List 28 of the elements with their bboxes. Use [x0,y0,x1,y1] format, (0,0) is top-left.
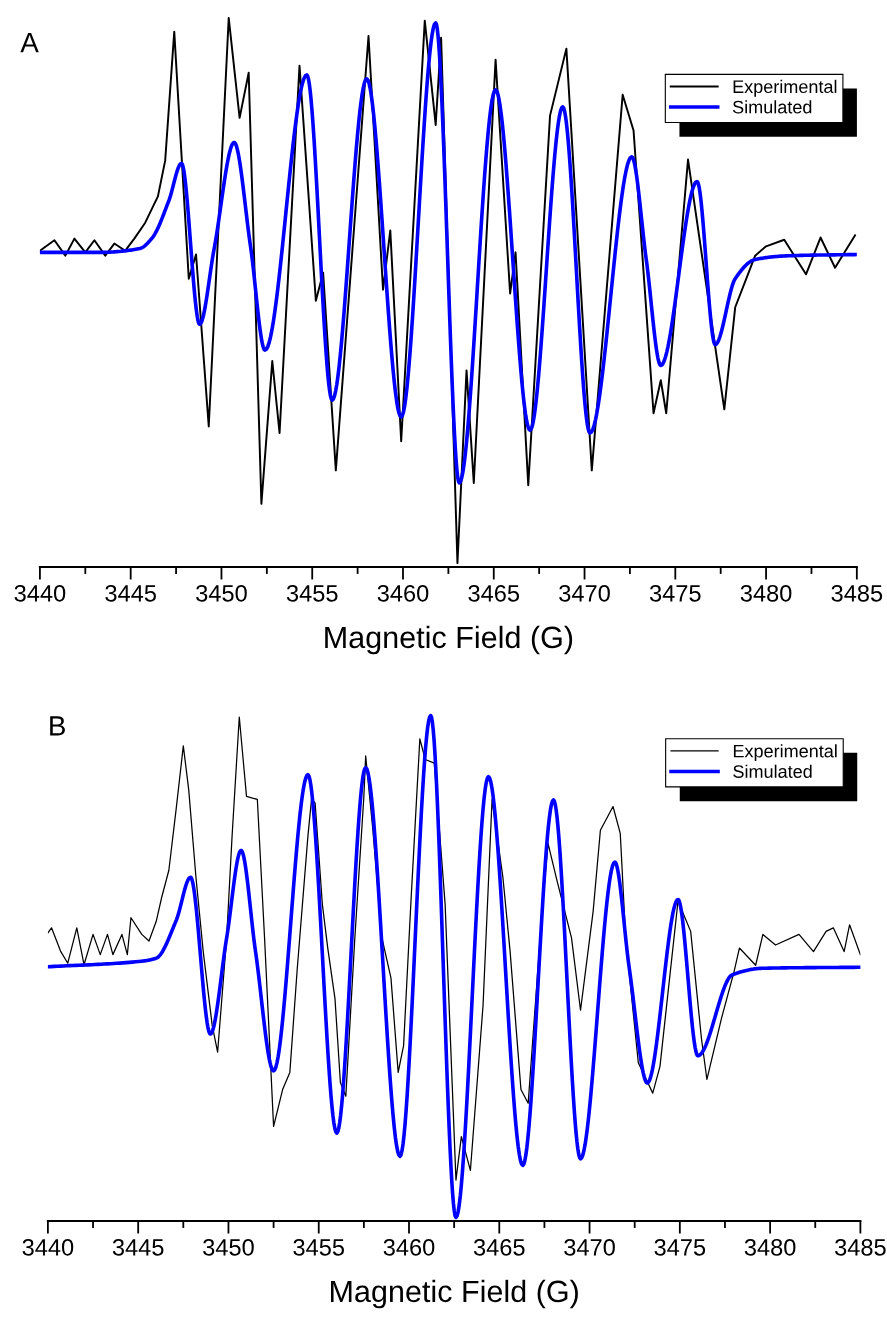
legend-label: Experimental [733,744,837,762]
x-tick-label: 3470 [559,584,610,602]
x-axis-title: Magnetic Field (G) [331,1279,578,1309]
x-tick-label: 3475 [654,1238,706,1256]
x-tick-label: 3460 [383,1238,435,1256]
x-tick-label: 3450 [203,1238,254,1256]
legend-label: Experimental [733,79,837,97]
x-tick-label: 3465 [473,1238,525,1256]
x-tick-label: 3485 [835,1238,886,1256]
x-axis-title: Magnetic Field (G) [325,625,573,655]
legend-label: Simulated [732,100,812,114]
x-tick-label: 3480 [740,584,792,602]
x-tick-label: 3440 [22,1238,74,1256]
x-tick-label: 3445 [105,584,156,602]
x-tick-label: 3465 [468,584,520,602]
x-tick-label: 3470 [564,1238,615,1256]
x-tick-label: 3460 [377,584,429,602]
x-tick-label: 3455 [293,1238,344,1256]
x-tick-label: 3455 [286,584,338,602]
x-tick-label: 3440 [14,584,66,602]
chart-title: B [50,716,65,736]
x-tick-label: 3450 [196,584,247,602]
x-tick-label: 3475 [649,584,701,602]
x-tick-label: 3480 [744,1238,796,1256]
x-tick-label: 3445 [112,1238,164,1256]
x-tick-label: 3485 [831,584,883,602]
legend-label: Simulated [733,764,812,778]
chart-title: A [20,33,39,53]
